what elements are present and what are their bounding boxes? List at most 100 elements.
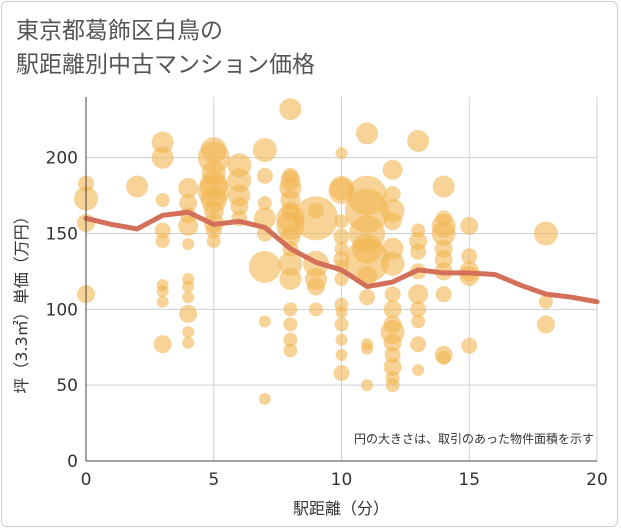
- bubble-107: [384, 346, 401, 363]
- bubble-82: [335, 333, 348, 346]
- bubble-120: [412, 364, 425, 376]
- x-tick-label-0: 0: [81, 470, 92, 490]
- x-tick-label-5: 5: [208, 470, 219, 490]
- bubble-130: [436, 350, 451, 365]
- bubble-38: [230, 197, 249, 216]
- bubble-45: [248, 250, 281, 283]
- bubble-116: [408, 284, 429, 305]
- bubble-73: [334, 214, 349, 229]
- bubble-99: [383, 212, 402, 231]
- bubble-13: [153, 335, 172, 354]
- bubble-92: [359, 289, 376, 306]
- bubble-size-note: 円の大きさは、取引のあった物件面積を示す: [354, 431, 594, 446]
- bubble-6: [151, 146, 174, 169]
- bubble-65: [293, 196, 338, 241]
- y-tick-label-200: 200: [46, 149, 78, 169]
- bubble-17: [178, 215, 199, 236]
- bubble-20: [182, 280, 195, 293]
- bubble-102: [384, 286, 401, 303]
- y-tick-label-150: 150: [46, 225, 78, 245]
- bubble-80: [335, 306, 348, 319]
- y-tick-label-50: 50: [56, 376, 78, 396]
- bubble-12: [156, 295, 169, 308]
- bubble-134: [459, 265, 480, 286]
- bubble-22: [179, 304, 198, 323]
- bubble-21: [182, 291, 195, 304]
- bubble-8: [154, 222, 171, 239]
- bubble-40: [252, 138, 277, 163]
- x-tick-label-10: 10: [331, 470, 353, 490]
- average-line-series: [83, 209, 600, 305]
- bubble-42: [257, 196, 272, 211]
- bubble-106: [383, 333, 402, 352]
- bubble-47: [258, 392, 271, 405]
- bubble-118: [411, 314, 426, 329]
- bubble-34: [206, 234, 221, 249]
- bubble-121: [432, 175, 455, 198]
- bubble-74: [333, 228, 350, 245]
- bubble-94: [361, 342, 374, 355]
- bubble-48: [279, 98, 302, 121]
- x-tick-label-20: 20: [586, 470, 608, 490]
- bubble-124: [431, 221, 456, 246]
- bubble-33: [205, 222, 222, 239]
- bubble-97: [384, 186, 401, 203]
- bubble-60: [283, 302, 298, 317]
- bubble-132: [461, 248, 478, 265]
- x-tick-label-15: 15: [458, 470, 480, 490]
- chart-title-line-2: 駅距離別中古マンション価格: [16, 52, 315, 78]
- bubble-62: [283, 332, 298, 347]
- bubble-96: [382, 159, 403, 180]
- bubble-114: [410, 243, 427, 260]
- bubble-70: [335, 147, 348, 160]
- bubble-95: [361, 379, 374, 392]
- bubble-103: [383, 300, 402, 319]
- average-price-line: [83, 209, 600, 305]
- bubble-131: [460, 216, 479, 235]
- chart-title: 東京都葛飾区白鳥の 駅距離別中古マンション価格: [16, 14, 315, 82]
- bubble-128: [435, 286, 452, 303]
- bubble-15: [179, 194, 198, 213]
- bubble-111: [407, 129, 430, 152]
- bubble-24: [182, 336, 195, 349]
- chart-title-line-1: 東京都葛飾区白鳥の: [16, 18, 223, 44]
- bubble-9: [155, 234, 170, 249]
- bubble-59: [279, 268, 302, 290]
- bubble-23: [182, 326, 195, 339]
- y-tick-label-0: 0: [67, 452, 78, 472]
- bubble-108: [383, 357, 402, 376]
- bubble-138: [536, 315, 555, 334]
- bubble-18: [182, 238, 195, 251]
- bubble-81: [334, 317, 349, 332]
- bubble-41: [256, 167, 273, 184]
- bubble-85: [356, 122, 379, 145]
- bubble-90: [345, 238, 390, 283]
- bubble-61: [283, 317, 298, 332]
- bubble-101: [380, 251, 405, 276]
- bubble-46: [258, 315, 271, 328]
- bubble-68: [306, 277, 325, 296]
- bubble-69: [308, 302, 323, 317]
- bubble-136: [533, 221, 558, 246]
- bubble-series: [74, 98, 558, 405]
- y-axis-label: 坪（3.3㎡）単価（万円）: [12, 208, 31, 393]
- x-axis-label: 駅距離（分）: [293, 499, 389, 518]
- bubble-135: [461, 337, 478, 354]
- bubble-84: [333, 365, 350, 382]
- bubble-63: [283, 343, 298, 358]
- bubble-117: [410, 301, 427, 318]
- y-tick-label-100: 100: [46, 300, 78, 320]
- bubble-137: [538, 294, 553, 309]
- bubble-110: [385, 378, 400, 393]
- bubble-83: [335, 348, 348, 361]
- bubble-14: [178, 178, 199, 198]
- bubble-7: [155, 193, 170, 208]
- bubble-119: [410, 336, 427, 353]
- bubble-78: [334, 272, 349, 286]
- bubble-11: [156, 285, 169, 298]
- bubble-4: [126, 175, 149, 198]
